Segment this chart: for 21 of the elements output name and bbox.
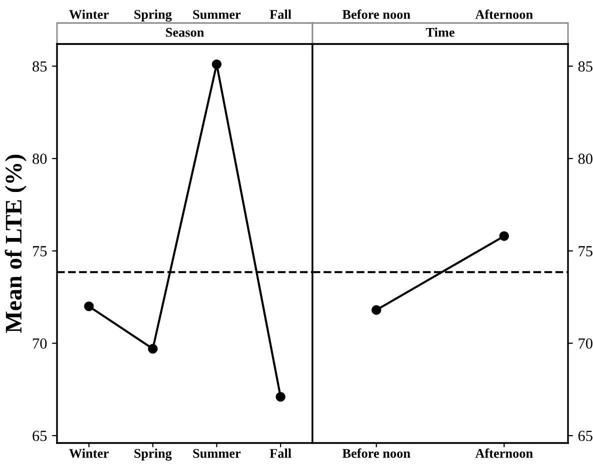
point	[84, 301, 94, 312]
y-tick-label: 75	[578, 246, 592, 256]
y-tick-label: 70	[33, 338, 47, 349]
y-tick-label: 75	[33, 246, 47, 256]
x-tick-label: Fall	[270, 448, 292, 458]
y-tick-label: 80	[578, 154, 592, 164]
y-tick-label: 80	[32, 154, 47, 164]
x-tick-label: Winter	[69, 448, 109, 458]
y-tick-label: 85	[32, 61, 47, 72]
y-axis-title: Mean of LTE (%)	[4, 154, 26, 333]
y-tick-label: 65	[578, 430, 592, 442]
point	[212, 59, 222, 70]
x-tick-label: Summer	[193, 448, 241, 458]
x-tick-label: Spring	[134, 448, 172, 461]
y-tick-label: 65	[32, 430, 47, 442]
chart-title: Season	[166, 28, 204, 37]
y-tick-label: 85	[578, 61, 592, 72]
point	[148, 344, 158, 354]
y-tick-label: 70	[578, 338, 592, 349]
chart-title: Time	[426, 28, 454, 37]
point	[276, 392, 286, 402]
